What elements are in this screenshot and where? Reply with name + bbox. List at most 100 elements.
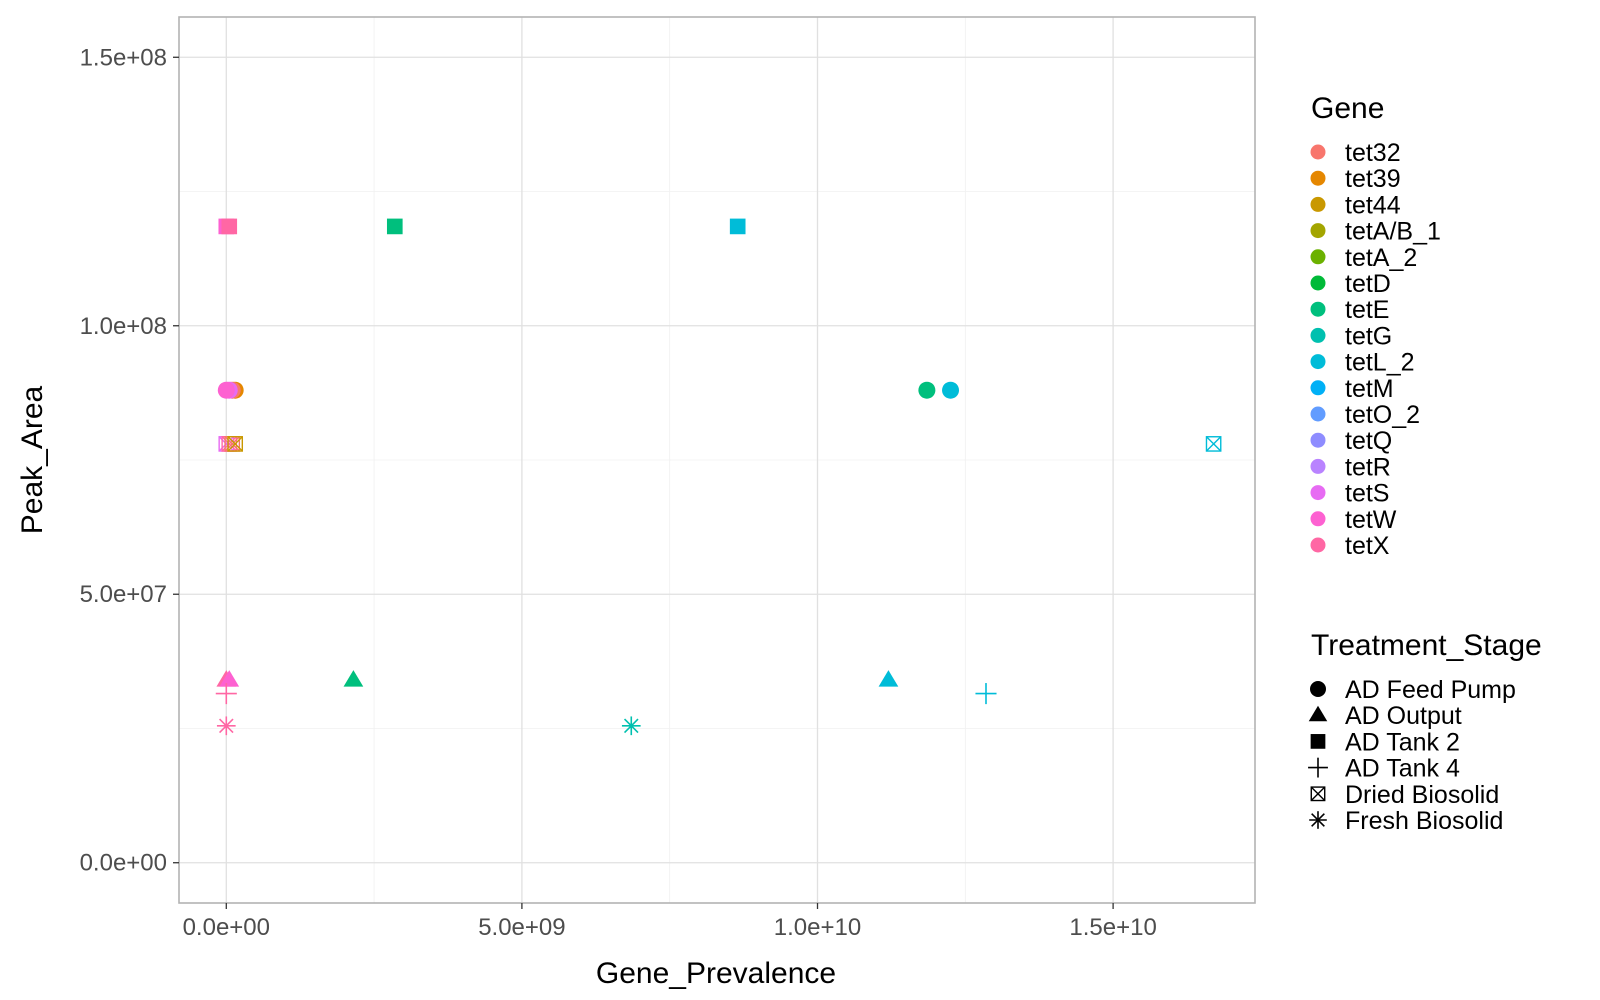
data-point-19 (227, 436, 244, 452)
gene-legend-label: tetX (1345, 532, 1390, 560)
treatment-stage-legend-label: AD Tank 4 (1345, 755, 1460, 783)
treatment-stage-legend-label: Dried Biosolid (1345, 781, 1499, 809)
gene-legend-label: tetR (1345, 453, 1391, 481)
gene-legend-item: tetG (1310, 322, 1392, 350)
treatment-stage-legend-key (1310, 681, 1326, 697)
gene-legend-label: tetM (1345, 375, 1394, 403)
data-point-13 (729, 218, 746, 235)
gene-legend-key (1310, 458, 1326, 474)
gene-legend-key (1310, 275, 1326, 291)
treatment-stage-legend-label: Fresh Biosolid (1345, 807, 1503, 835)
gene-legend-key (1310, 354, 1326, 370)
treatment-stage-legend-key (1310, 786, 1326, 802)
gene-legend-label: tetS (1345, 480, 1389, 508)
gene-legend-key (1310, 223, 1326, 239)
major-gridlines (179, 17, 1255, 903)
data-points (215, 218, 1222, 736)
gene-legend-key (1310, 327, 1326, 343)
data-point-4 (918, 381, 936, 399)
gene-legend-key (1310, 301, 1326, 317)
gene-legend-item: tetR (1310, 453, 1391, 481)
gene-legend: Gene tet32tet39tet44tetA/B_1tetA_2tetDte… (1310, 92, 1441, 560)
treatment-stage-legend-key (1309, 811, 1327, 829)
x-tick-label-3: 1.5e+10 (1069, 914, 1156, 941)
treatment-stage-legend-key (1310, 734, 1326, 749)
y-tick-label-2: 1.0e+08 (80, 313, 167, 340)
treatment-stage-legend-title: Treatment_Stage (1311, 629, 1542, 662)
data-point-15 (975, 683, 997, 705)
y-axis-ticks: 0.0e+00 5.0e+07 1.0e+08 1.5e+08 (80, 44, 179, 877)
treatment-stage-legend-item: AD Feed Pump (1310, 676, 1516, 704)
gene-legend-label: tetA/B_1 (1345, 218, 1441, 246)
gene-legend-key (1310, 406, 1326, 422)
treatment-stage-legend-item: Fresh Biosolid (1309, 807, 1503, 835)
x-tick-label-1: 5.0e+09 (478, 914, 565, 941)
treatment-stage-legend-label: AD Feed Pump (1345, 676, 1516, 704)
gene-legend-title: Gene (1311, 92, 1384, 125)
gene-legend-label: tet39 (1345, 165, 1401, 193)
y-axis-title: Peak_Area (16, 385, 49, 534)
gene-legend-label: tetE (1345, 296, 1389, 324)
data-point-8 (343, 670, 364, 687)
gene-legend-item: tetA/B_1 (1310, 218, 1441, 246)
x-tick-label-0: 0.0e+00 (183, 914, 270, 941)
treatment-stage-legend-item: AD Output (1308, 702, 1462, 730)
gene-legend-item: tetA_2 (1310, 244, 1417, 272)
plot-panel-border (178, 16, 1256, 904)
gene-legend-label: tetW (1345, 506, 1397, 534)
data-point-7 (219, 670, 240, 687)
gene-legend-label: tetA_2 (1345, 244, 1417, 272)
gene-legend-item: tetW (1310, 506, 1397, 534)
gene-legend-label: tet32 (1345, 139, 1401, 167)
treatment-stage-legend-label: AD Output (1345, 702, 1462, 730)
treatment-stage-legend-key (1308, 705, 1328, 722)
gene-legend-label: tetO_2 (1345, 401, 1420, 429)
gene-legend-key (1310, 511, 1326, 527)
gene-legend-key (1310, 170, 1326, 186)
gene-legend-key (1310, 380, 1326, 396)
treatment-stage-legend-label: AD Tank 2 (1345, 728, 1460, 756)
gene-legend-item: tetE (1310, 296, 1389, 324)
data-point-11 (221, 218, 238, 235)
gene-legend-item: tet39 (1310, 165, 1401, 193)
gene-legend-item: tetS (1310, 480, 1389, 508)
minor-gridlines (179, 17, 1255, 903)
gene-legend-key (1310, 196, 1326, 212)
data-point-5 (942, 381, 960, 399)
gene-legend-key (1310, 144, 1326, 160)
treatment-stage-legend-key (1308, 757, 1328, 778)
gene-legend-key (1310, 537, 1326, 553)
y-tick-label-1: 5.0e+07 (80, 581, 167, 608)
data-point-14 (215, 683, 237, 705)
gene-legend-item: tetL_2 (1310, 349, 1415, 377)
data-point-9 (878, 670, 899, 687)
treatment-stage-legend-item: AD Tank 4 (1308, 755, 1460, 783)
gene-legend-key (1310, 432, 1326, 448)
x-axis-ticks: 0.0e+00 5.0e+09 1.0e+10 1.5e+10 (183, 903, 1157, 941)
x-axis-title: Gene_Prevalence (596, 957, 836, 990)
gene-legend-label: tetD (1345, 270, 1391, 298)
data-point-20 (1205, 436, 1222, 452)
gene-legend-item: tetO_2 (1310, 401, 1420, 429)
gene-legend-item: tetX (1310, 532, 1390, 560)
data-point-12 (386, 218, 403, 235)
x-tick-label-2: 1.0e+10 (774, 914, 861, 941)
gene-legend-label: tet44 (1345, 191, 1401, 219)
data-point-22 (621, 716, 641, 736)
treatment-stage-legend-item: Dried Biosolid (1310, 781, 1499, 809)
gene-legend-key (1310, 249, 1326, 265)
gene-legend-item: tetM (1310, 375, 1394, 403)
gene-legend-label: tetG (1345, 322, 1392, 350)
gene-legend-item: tet44 (1310, 191, 1401, 219)
gene-legend-label: tetL_2 (1345, 349, 1415, 377)
gene-legend-item: tetD (1310, 270, 1391, 298)
y-tick-label-3: 1.5e+08 (80, 44, 167, 71)
data-point-21 (216, 716, 236, 736)
gene-legend-key (1310, 485, 1326, 501)
y-tick-label-0: 0.0e+00 (80, 850, 167, 877)
treatment-stage-legend-item: AD Tank 2 (1310, 728, 1460, 756)
gene-legend-label: tetQ (1345, 427, 1392, 455)
gene-legend-item: tetQ (1310, 427, 1392, 455)
